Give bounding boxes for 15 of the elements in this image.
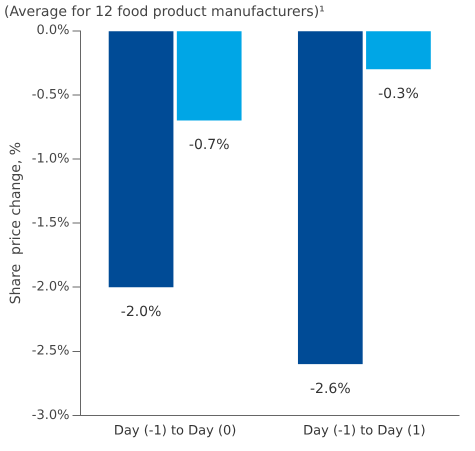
data-label: -2.6% [310,380,351,397]
y-tick-label: -1.0% [32,151,70,166]
data-label: -0.3% [378,86,419,102]
y-tick-label: -1.5% [32,215,70,230]
x-tick-label: Day (-1) to Day (1) [303,424,426,439]
data-label: -2.0% [120,304,162,320]
y-tick-label: -3.0% [32,408,70,423]
x-tick-label: Day (-1) to Day (0) [114,424,236,439]
y-tick-label: -0.5% [32,87,70,102]
y-tick-label: 0.0% [36,23,70,38]
data-label: -0.7% [188,137,230,154]
y-tick-label: -2.5% [32,344,70,359]
chart-title: (Average for 12 food product manufacturers)¹ [4,4,325,20]
y-tick-label: -2.0% [32,280,70,295]
y-axis-title: Share price change, % [8,142,24,304]
